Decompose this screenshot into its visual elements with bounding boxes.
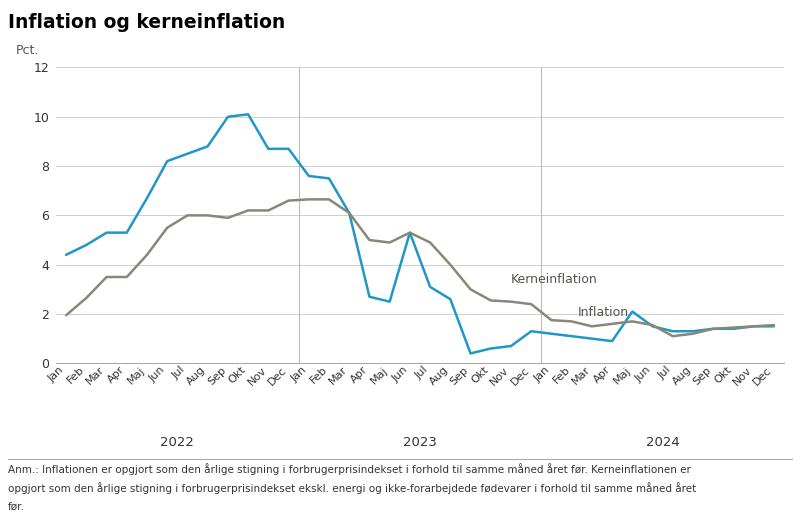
Text: 2023: 2023 [403,435,437,448]
Text: før.: før. [8,501,25,511]
Text: opgjort som den årlige stigning i forbrugerprisindekset ekskl. energi og ikke-fo: opgjort som den årlige stigning i forbru… [8,482,696,494]
Text: Pct.: Pct. [16,44,39,57]
Text: 2024: 2024 [646,435,679,448]
Text: Inflation: Inflation [578,306,629,319]
Text: Inflation og kerneinflation: Inflation og kerneinflation [8,13,286,32]
Text: Anm.: Inflationen er opgjort som den årlige stigning i forbrugerprisindekset i f: Anm.: Inflationen er opgjort som den årl… [8,463,691,475]
Text: Kerneinflation: Kerneinflation [511,272,598,285]
Text: 2022: 2022 [160,435,194,448]
